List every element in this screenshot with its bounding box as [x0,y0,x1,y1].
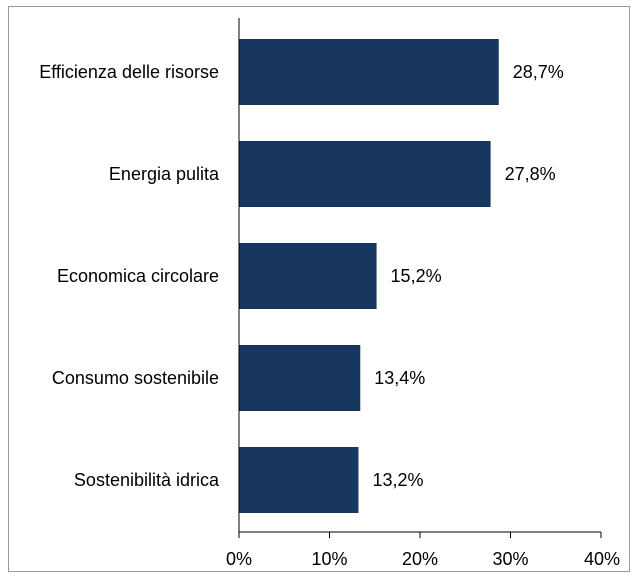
x-tick-label-3: 20% [402,549,438,569]
bars-group [239,39,499,513]
x-tick-label-1: 0% [226,549,252,569]
bar-5 [239,447,359,513]
category-label-2: Energia pulita [109,164,220,184]
value-label-5: 13,2% [372,470,423,490]
x-tick-labels-group: 0% 10% 20% 30% 40% [226,549,620,569]
category-label-3: Economica circolare [57,266,219,286]
bar-4 [239,345,361,411]
value-labels-group: 28,7% 27,8% 15,2% 13,4% 13,2% [372,62,563,490]
value-label-2: 27,8% [505,164,556,184]
bar-1 [239,39,499,105]
category-label-4: Consumo sostenibile [52,368,219,388]
x-tick-label-4: 30% [492,549,528,569]
category-labels-group: Efficienza delle risorse Energia pulita Ec… [39,62,220,490]
value-label-1: 28,7% [513,62,564,82]
x-tick-label-2: 10% [311,549,347,569]
bar-3 [239,243,377,309]
value-label-3: 15,2% [391,266,442,286]
category-label-5: Sostenibilità idrica [74,470,220,490]
axes-group [238,18,602,538]
bar-2 [239,141,491,207]
category-label-1: Efficienza delle risorse [39,62,219,82]
x-tick-label-5: 40% [584,549,620,569]
value-label-4: 13,4% [374,368,425,388]
